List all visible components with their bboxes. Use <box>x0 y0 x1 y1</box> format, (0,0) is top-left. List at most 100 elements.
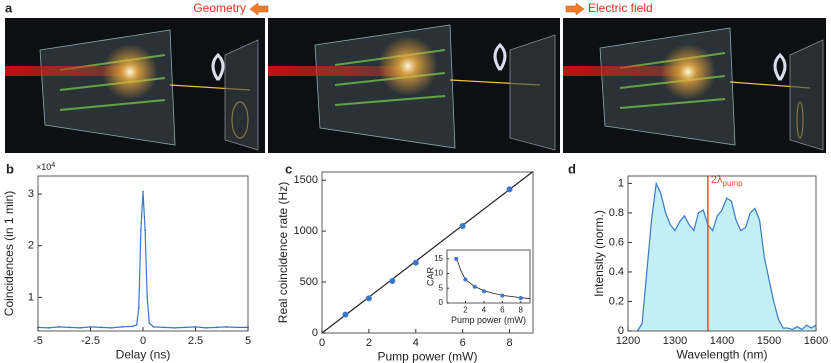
x-tick-label: 0 <box>140 335 146 347</box>
arrow-label: Electric field <box>588 1 653 15</box>
x-axis-label: Pump power (mW) <box>451 315 526 325</box>
data-point <box>500 293 505 298</box>
data-point <box>152 325 155 328</box>
data-point <box>518 295 523 300</box>
annotation-text: 2λ <box>711 174 723 186</box>
data-point <box>472 284 477 289</box>
data-point <box>215 326 218 329</box>
x-tick-label: 1500 <box>757 335 781 347</box>
arrow <box>565 2 585 16</box>
area-fill <box>637 183 816 331</box>
y-scale-label: ×104 <box>36 162 55 173</box>
plot-frame <box>446 249 531 304</box>
data-point <box>131 325 134 328</box>
data-point <box>205 327 207 329</box>
data-point <box>236 326 239 329</box>
y-axis-label: CAR <box>425 267 435 287</box>
plot-frame <box>627 175 817 332</box>
panel-a: a <box>5 0 826 153</box>
data-point <box>226 325 228 328</box>
plot-frame <box>321 171 534 334</box>
y-tick-label: 0 <box>312 327 318 339</box>
y-tick-label: 5 <box>439 283 444 292</box>
annotation-label: 2λpump <box>711 174 743 188</box>
panel-label: c <box>285 161 292 176</box>
data-point <box>389 278 396 285</box>
y-tick-label: 0.8 <box>609 207 624 219</box>
illustration <box>5 18 826 153</box>
y-tick-label: 10 <box>434 269 443 278</box>
data-point <box>342 311 349 318</box>
x-axis-label: Delay (ns) <box>116 347 171 361</box>
arrow-label: Geometry <box>193 1 246 15</box>
y-tick-label: 0.2 <box>609 295 624 307</box>
y-tick-label: 3 <box>28 188 34 200</box>
panel-label: a <box>5 0 13 15</box>
x-tick-label: 6 <box>500 305 505 314</box>
inset-background <box>447 250 530 303</box>
x-tick-label: 5 <box>245 335 251 347</box>
data-point <box>146 296 149 299</box>
x-tick-label: 2 <box>463 305 468 314</box>
y-axis-label: Coincidences (in 1 min) <box>2 191 16 316</box>
data-point <box>184 326 186 329</box>
data-point <box>459 223 466 230</box>
data-point <box>121 325 123 328</box>
annotation-subscript: pump <box>723 179 744 188</box>
data-point <box>47 327 50 329</box>
plot-frame <box>37 175 249 332</box>
data-point <box>110 327 113 329</box>
data-point <box>163 326 165 329</box>
y-tick-label: 500 <box>300 276 318 288</box>
panel-label: d <box>568 161 576 176</box>
y-tick-label: 0.6 <box>609 236 624 248</box>
y-tick-label: 0.4 <box>609 266 624 278</box>
x-tick-label: 2.5 <box>188 335 203 347</box>
data-point <box>137 306 140 309</box>
data-point <box>142 190 144 193</box>
x-tick-label: 8 <box>519 305 524 314</box>
x-tick-label: 4 <box>413 337 419 349</box>
arrow <box>249 2 269 16</box>
fit-line <box>321 171 534 334</box>
data-point <box>481 289 486 294</box>
data-point <box>173 327 176 329</box>
data-point <box>144 229 147 232</box>
y-tick-label: 0 <box>618 325 624 337</box>
panel-label: b <box>6 161 14 176</box>
x-tick-label: 1400 <box>710 335 734 347</box>
data-line <box>636 181 817 332</box>
x-tick-label: 8 <box>506 337 512 349</box>
data-point <box>506 186 513 193</box>
fit-line <box>455 257 531 299</box>
data-point <box>194 325 197 328</box>
y-tick-label: 1 <box>618 177 624 189</box>
y-axis-label: Real coincidence rate (Hz) <box>276 182 290 323</box>
data-point <box>58 325 60 328</box>
x-tick-label: 0 <box>319 337 325 349</box>
data-point <box>100 326 102 329</box>
x-axis-label: Pump power (mW) <box>377 349 477 363</box>
y-tick-label: 0 <box>439 298 444 307</box>
x-tick-label: 4 <box>482 305 487 314</box>
y-axis-label: Intensity (norm.) <box>592 210 606 297</box>
x-tick-label: -2.5 <box>81 335 100 347</box>
data-point <box>463 277 468 282</box>
x-axis-label: Wavelength (nm) <box>677 347 768 361</box>
y-scale-exponent: 4 <box>51 162 55 169</box>
x-tick-label: 6 <box>460 337 466 349</box>
data-point <box>79 327 81 329</box>
data-point <box>412 259 419 266</box>
data-point <box>135 323 138 326</box>
y-tick-label: 1500 <box>294 174 318 186</box>
y-tick-label: 2 <box>28 240 34 252</box>
data-point <box>89 325 92 328</box>
x-tick-label: 1600 <box>804 335 828 347</box>
data-point <box>140 229 142 232</box>
y-tick-label: 15 <box>434 254 443 263</box>
y-tick-label: 1 <box>28 291 34 303</box>
x-tick-label: 1200 <box>616 335 640 347</box>
x-tick-label: -5 <box>33 335 43 347</box>
data-point <box>365 295 372 302</box>
